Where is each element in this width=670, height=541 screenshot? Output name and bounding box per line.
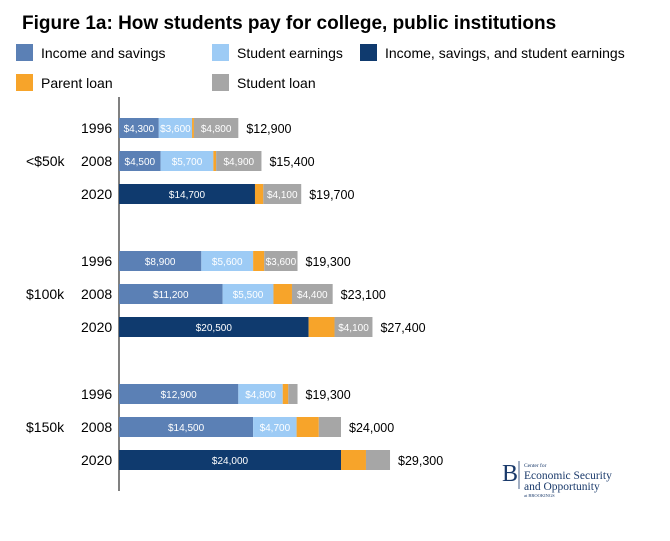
segment-label: $5,700	[172, 157, 203, 168]
legend: Income and savings Student earnings Income…	[16, 44, 625, 91]
bar-segment-income_savings	[119, 384, 239, 404]
year-label: 2008	[81, 153, 112, 169]
bar-segment-student_loan	[193, 118, 239, 138]
segment-label: $4,100	[267, 190, 298, 201]
chart-title: Figure 1a: How students pay for college,…	[22, 13, 556, 34]
legend-label-income_savings: Income and savings	[41, 45, 166, 61]
bar-segment-parent_loan	[282, 384, 289, 404]
segment-label: $8,900	[145, 257, 176, 268]
bar-segment-student_loan	[216, 151, 262, 171]
bar-segment-student_earnings	[201, 251, 254, 271]
bar-segment-student_loan	[365, 450, 391, 470]
total-label: $23,100	[341, 288, 386, 302]
bar-segment-student_loan	[264, 251, 298, 271]
legend-swatch-parent_loan	[16, 74, 33, 91]
legend-swatch-student_earnings	[212, 44, 229, 61]
segment-label: $14,500	[168, 423, 205, 434]
year-label: 1996	[81, 386, 112, 402]
bar-segment-parent_loan	[296, 417, 319, 437]
bar-segment-income_savings	[119, 251, 202, 271]
logo-small-bottom: at BROOKINGS	[524, 493, 555, 498]
segment-label: $11,200	[153, 290, 189, 301]
bar-segment-student_earnings	[238, 384, 283, 404]
income-group-label: $100k	[26, 286, 65, 302]
bar-segment-parent_loan	[254, 184, 264, 204]
bar-segment-income_savings	[119, 118, 159, 138]
year-label: 1996	[81, 253, 112, 269]
bar-segment-student_loan	[288, 384, 298, 404]
bar-segment-income_savings	[119, 151, 161, 171]
segment-label: $4,900	[223, 157, 254, 168]
year-label: 2020	[81, 452, 112, 468]
legend-label-combined: Income, savings, and student earnings	[385, 45, 625, 61]
year-label: 2020	[81, 186, 112, 202]
segment-label: $24,000	[212, 456, 249, 467]
year-label: 2020	[81, 319, 112, 335]
bar-segment-parent_loan	[273, 284, 292, 304]
segment-label: $3,600	[160, 124, 191, 135]
bar-segment-combined	[119, 184, 255, 204]
segment-label: $4,100	[338, 323, 369, 334]
segment-label: $4,400	[297, 290, 328, 301]
bar-segment-student_loan	[318, 417, 341, 437]
legend-swatch-combined	[360, 44, 377, 61]
bar-segment-income_savings	[119, 284, 223, 304]
logo-letter: B	[502, 461, 518, 487]
total-label: $15,400	[269, 155, 314, 169]
segment-label: $14,700	[169, 190, 206, 201]
bar-segment-parent_loan	[253, 251, 265, 271]
bar-segment-student_earnings	[253, 417, 297, 437]
legend-swatch-student_loan	[212, 74, 229, 91]
year-label: 2008	[81, 419, 112, 435]
logo-line1: Economic Security	[524, 470, 612, 482]
legend-label-student_earnings: Student earnings	[237, 45, 343, 61]
bar-segment-student_earnings	[160, 151, 214, 171]
bar-segment-combined	[119, 450, 341, 470]
total-label: $24,000	[349, 421, 394, 435]
bar-segment-student_loan	[263, 184, 302, 204]
logo-small-top: Center for	[524, 462, 547, 469]
bars: 1996 $4,300 $3,600 $4,800 $12,900 2008 $4,500 $…	[26, 118, 443, 470]
year-label: 2008	[81, 286, 112, 302]
total-label: $19,300	[306, 255, 351, 269]
legend-label-parent_loan: Parent loan	[41, 75, 113, 91]
year-label: 1996	[81, 120, 112, 136]
segment-label: $5,600	[212, 257, 243, 268]
bar-segment-student_loan	[291, 284, 333, 304]
income-group-label: <$50k	[26, 153, 66, 169]
segment-label: $4,800	[201, 124, 232, 135]
bar-segment-student_earnings	[222, 284, 274, 304]
total-label: $19,300	[306, 388, 351, 402]
segment-label: $4,800	[245, 390, 276, 401]
bar-segment-income_savings	[119, 417, 254, 437]
bar-segment-parent_loan	[192, 118, 194, 138]
bar-segment-student_earnings	[158, 118, 193, 138]
income-group-label: $150k	[26, 419, 65, 435]
bar-segment-parent_loan	[308, 317, 335, 337]
total-label: $19,700	[309, 188, 354, 202]
bar-segment-combined	[119, 317, 309, 337]
legend-swatch-income_savings	[16, 44, 33, 61]
bar-segment-student_loan	[334, 317, 373, 337]
total-label: $12,900	[246, 122, 291, 136]
bar-segment-parent_loan	[213, 151, 217, 171]
segment-label: $3,600	[266, 257, 297, 268]
segment-label: $20,500	[196, 323, 233, 334]
segment-label: $12,900	[161, 390, 198, 401]
bar-segment-parent_loan	[341, 450, 366, 470]
segment-label: $5,500	[233, 290, 264, 301]
brookings-logo: B Center for Economic Security and Oppor…	[502, 461, 612, 498]
segment-label: $4,500	[125, 157, 156, 168]
logo-line2: and Opportunity	[524, 481, 600, 493]
total-label: $27,400	[380, 321, 425, 335]
segment-label: $4,700	[260, 423, 291, 434]
legend-label-student_loan: Student loan	[237, 75, 316, 91]
total-label: $29,300	[398, 454, 443, 468]
segment-label: $4,300	[124, 124, 155, 135]
